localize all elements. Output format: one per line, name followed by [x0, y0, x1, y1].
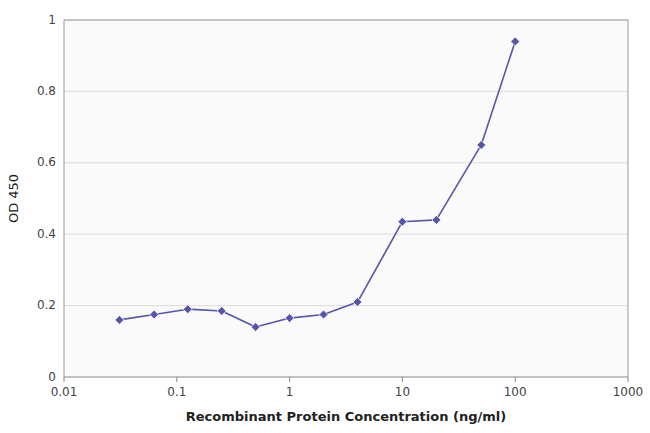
x-tick-label: 1	[286, 385, 294, 399]
x-tick	[515, 377, 516, 382]
x-tick-label: 0.1	[167, 385, 186, 399]
x-axis-label: Recombinant Protein Concentration (ng/ml…	[186, 409, 506, 424]
data-point	[398, 217, 407, 226]
grid-line	[64, 91, 628, 92]
y-tick-label: 0.6	[37, 155, 56, 169]
plot-frame	[64, 20, 628, 377]
y-tick-label: 0	[48, 370, 56, 384]
y-axis-label: OD 450	[6, 174, 21, 223]
y-tick-label: 0.2	[37, 298, 56, 312]
data-point	[115, 315, 124, 324]
data-point	[183, 305, 192, 314]
data-point	[285, 314, 294, 323]
y-tick-label: 0.4	[37, 227, 56, 241]
data-point	[353, 298, 362, 307]
y-tick-label: 0.8	[37, 84, 56, 98]
data-point	[150, 310, 159, 319]
x-tick	[64, 377, 65, 382]
data-point	[432, 215, 441, 224]
data-point	[477, 140, 486, 149]
x-tick-label: 1000	[613, 385, 644, 399]
y-tick-label: 1	[48, 13, 56, 27]
x-tick-label: 100	[504, 385, 527, 399]
series	[115, 37, 520, 332]
x-tick	[628, 377, 629, 382]
data-point	[319, 310, 328, 319]
x-tick	[176, 377, 177, 382]
data-point	[217, 306, 226, 315]
y-axis: 0 0.2 0.4 0.6 0.8 1	[37, 13, 628, 384]
data-point	[251, 323, 260, 332]
plot-area	[64, 20, 628, 377]
x-axis: 0.01 0.1 1 10 100 1000	[51, 377, 644, 399]
grid-line	[64, 234, 628, 235]
grid-line	[64, 162, 628, 163]
x-tick-label: 10	[395, 385, 410, 399]
x-tick-label: 0.01	[51, 385, 78, 399]
x-tick	[402, 377, 403, 382]
x-tick	[289, 377, 290, 382]
data-point	[511, 37, 520, 46]
data-line	[119, 41, 515, 327]
chart: 0 0.2 0.4 0.6 0.8 1 0.01 0.1 1 10 100 1000 Recombina…	[0, 0, 650, 433]
